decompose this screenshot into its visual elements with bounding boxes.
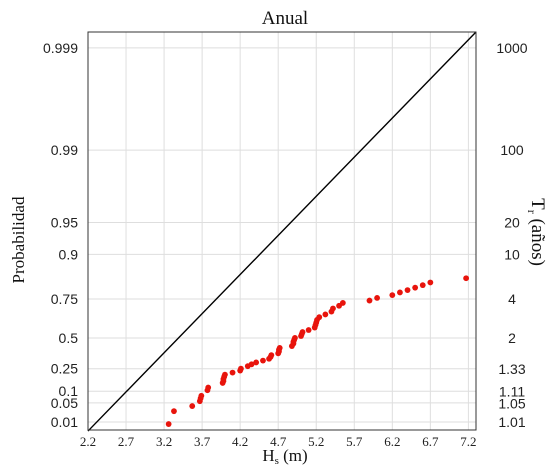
data-point: [389, 292, 396, 299]
x-axis-label-unit: (m): [279, 446, 308, 465]
y-right-tick-label: 1.11: [499, 383, 525, 399]
y-right-tick-label: 1.01: [498, 414, 525, 430]
data-point: [316, 314, 323, 321]
y-tick-label: 0.25: [51, 361, 78, 377]
y-right-label-main: T: [527, 198, 548, 210]
y-right-tick-label: 100: [500, 142, 524, 158]
data-point: [189, 403, 196, 409]
y-tick-label: 0.9: [59, 246, 79, 262]
x-tick-label: 4.2: [232, 434, 248, 449]
y-tick-label: 0.95: [51, 214, 78, 230]
data-point: [205, 384, 212, 391]
data-point: [222, 371, 228, 378]
data-point: [366, 297, 373, 304]
data-point: [419, 282, 426, 289]
data-point: [299, 329, 306, 335]
x-tick-label: 3.7: [194, 434, 211, 449]
data-point: [374, 295, 380, 301]
y-right-tick-label: 4: [508, 291, 516, 307]
x-axis-label-main: H: [262, 446, 274, 465]
y-tick-label: 0.1: [59, 383, 79, 399]
x-axis-label-sub: s: [275, 455, 279, 465]
data-point: [248, 361, 255, 368]
data-point: [330, 305, 336, 312]
x-tick-labels: 2.2 2.7 3.2 3.7 4.2 4.7 5.2 5.7 6.2 6.7 7.2: [80, 434, 477, 449]
y-tick-label: 0.75: [51, 291, 78, 307]
y-right-label-unit: (años): [527, 214, 548, 266]
y-tick-label: 0.999: [43, 40, 78, 56]
y-tick-label: 0.01: [51, 414, 78, 430]
chart-title: Anual: [262, 8, 308, 29]
data-point: [165, 421, 172, 427]
x-tick-label: 5.2: [308, 434, 324, 449]
x-tick-label: 3.2: [156, 434, 172, 449]
x-tick-label: 2.2: [80, 434, 96, 449]
x-axis-label: Hs (m): [262, 446, 307, 465]
y-right-tick-label: 1.05: [498, 396, 525, 412]
data-point: [276, 345, 283, 351]
y-axis-label-right: Tr (años): [525, 198, 548, 266]
x-tick-label: 2.7: [118, 434, 135, 449]
x-tick-label: 5.7: [346, 434, 363, 449]
data-point: [268, 352, 275, 359]
data-points: [165, 275, 470, 427]
data-point: [397, 289, 403, 296]
data-point: [198, 392, 205, 399]
data-point: [463, 275, 470, 282]
data-point: [427, 279, 434, 286]
y-right-tick-label: 2: [508, 330, 516, 346]
plot-frame: [87, 31, 477, 431]
data-point: [238, 365, 244, 372]
x-tick-label: 6.7: [422, 434, 439, 449]
y-tick-label: 0.05: [51, 395, 78, 411]
x-tick-label: 7.2: [460, 434, 476, 449]
data-point: [339, 300, 346, 306]
y-tick-labels-left: 0.01 0.050.1 0.25 0.5 0.75 0.9 0.95 0.99 0.999: [43, 40, 78, 430]
y-right-tick-label: 10: [504, 246, 520, 262]
data-point: [404, 287, 411, 294]
y-tick-label: 0.99: [51, 142, 78, 158]
data-point: [292, 335, 298, 341]
x-tick-label: 6.2: [384, 434, 400, 449]
data-point: [253, 359, 260, 366]
data-point: [305, 327, 312, 333]
y-right-label-sub: r: [525, 210, 539, 214]
y-tick-labels-right: 1.01 1.051.11 1.33 2 4 10 20 100 1000: [496, 40, 527, 430]
y-right-tick-label: 20: [504, 214, 520, 230]
fit-line: [87, 31, 477, 432]
x-tick-label: 4.7: [270, 434, 287, 449]
y-right-tick-label: 1.33: [498, 361, 525, 377]
y-tick-label: 0.5: [59, 330, 79, 346]
y-right-tick-label: 1000: [496, 40, 527, 56]
data-point: [260, 357, 266, 364]
grid-lines: [87, 32, 476, 430]
y-axis-label: Probabilidad: [9, 196, 28, 283]
data-point: [412, 284, 419, 291]
data-point: [171, 408, 177, 415]
data-point: [229, 369, 236, 376]
data-point: [322, 311, 329, 318]
